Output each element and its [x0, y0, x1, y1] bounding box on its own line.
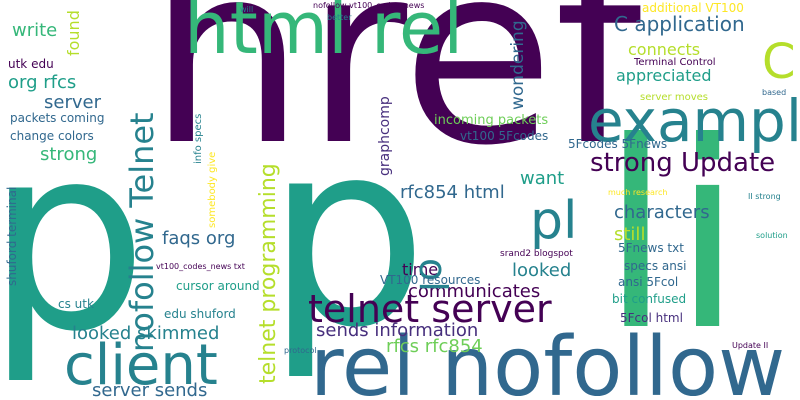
cloud-word: nofollow vt100_codes_news — [313, 1, 425, 10]
cloud-word: found — [64, 10, 83, 56]
cloud-word: VT100 resources — [380, 273, 481, 287]
cloud-word: connects — [628, 40, 701, 59]
cloud-word: href — [148, 0, 642, 200]
cloud-word: C application — [614, 12, 745, 36]
cloud-word: telnet server — [308, 287, 552, 331]
cloud-word: rfcs rfc854 — [386, 336, 483, 357]
cloud-word: II strong — [748, 192, 781, 201]
cloud-word: cs utk — [58, 297, 94, 311]
cloud-word: nofollow Telnet — [123, 112, 161, 352]
cloud-word: Terminal Control — [634, 57, 716, 68]
cloud-word: html rel — [184, 0, 464, 70]
cloud-word: specs ansi — [624, 259, 687, 273]
cloud-word: rfc854 html — [400, 182, 505, 203]
cloud-word: p — [0, 91, 148, 388]
cloud-word: pl — [530, 191, 578, 251]
cloud-word: somebody give — [207, 151, 218, 228]
cloud-word: solution — [756, 231, 788, 240]
cloud-word: info specs — [193, 113, 204, 164]
cloud-word: shuford terminal — [5, 186, 19, 286]
cloud-word: will — [240, 5, 254, 14]
cloud-word: example — [588, 87, 800, 155]
cloud-word: org rfcs — [8, 72, 77, 93]
cloud-word: still — [614, 224, 646, 245]
cloud-word: looked skimmed — [72, 323, 220, 344]
cloud-word: bit confused — [612, 292, 687, 306]
cloud-word: client — [64, 333, 218, 398]
cloud-word: wondering — [508, 20, 528, 110]
cloud-word: change colors — [10, 129, 94, 143]
cloud-word: write — [12, 20, 58, 41]
cloud-word: edu shuford — [164, 307, 236, 321]
cloud-word: rel nofollow — [310, 320, 786, 400]
cloud-word: utk edu — [8, 57, 54, 71]
cloud-word: li — [600, 87, 744, 387]
cloud-word: better — [327, 13, 352, 22]
cloud-word: time — [402, 260, 439, 279]
cloud-word: ansi 5Fcol — [618, 275, 679, 289]
cloud-word: packets coming — [10, 111, 105, 125]
cloud-word: 5Fcol html — [620, 311, 683, 325]
cloud-word: incoming packets — [434, 113, 549, 128]
cloud-word: appreciated — [616, 66, 712, 85]
cloud-word: 5Fnews txt — [618, 241, 684, 255]
cloud-word: server — [44, 92, 101, 113]
cloud-word: Update II — [732, 341, 769, 350]
cloud-word: p — [266, 87, 428, 384]
cloud-word: characters — [614, 202, 710, 223]
cloud-word: strong Update — [590, 148, 776, 178]
cloud-word: faqs org — [162, 228, 236, 249]
cloud-word: vt100_codes_news txt — [156, 262, 245, 271]
cloud-word: graphcomp — [377, 96, 393, 176]
cloud-word: sends information — [316, 320, 479, 341]
cloud-word: want — [520, 168, 565, 189]
cloud-word: server sends — [92, 380, 208, 400]
cloud-word: server moves — [640, 92, 708, 103]
cloud-word: cursor around — [176, 279, 260, 293]
cloud-word: vt100 5Fcodes — [460, 129, 549, 143]
cloud-word: communicates — [408, 281, 541, 302]
cloud-word: telnet programming — [256, 163, 281, 384]
cloud-word: additional VT100 — [642, 1, 744, 15]
cloud-word: strong — [40, 144, 98, 165]
cloud-word: 5Fcodes 5Fnews — [568, 137, 668, 151]
cloud-word: based — [762, 88, 787, 97]
cloud-word: protocol — [284, 346, 317, 355]
cloud-word: looked — [512, 260, 572, 281]
cloud-word: srand2 blogspot — [500, 249, 573, 259]
cloud-word: C — [762, 34, 796, 90]
cloud-word: much research — [608, 188, 668, 197]
